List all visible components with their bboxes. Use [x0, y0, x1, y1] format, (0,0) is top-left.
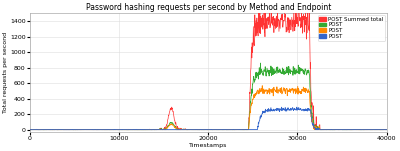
Title: Password hashing requests per second by Method and Endpoint: Password hashing requests per second by …	[86, 3, 331, 13]
X-axis label: Timestamps: Timestamps	[189, 143, 228, 148]
Legend: POST Summed total, POST, POST, POST: POST Summed total, POST, POST, POST	[318, 15, 385, 41]
Y-axis label: Total requests per second: Total requests per second	[4, 32, 8, 113]
